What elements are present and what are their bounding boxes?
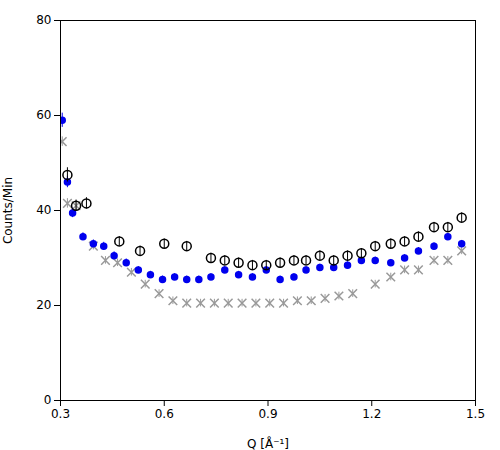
svg-text:0.6: 0.6 [155, 407, 174, 421]
svg-text:Q [Å⁻¹]: Q [Å⁻¹] [247, 436, 289, 450]
svg-text:0.3: 0.3 [51, 407, 70, 421]
svg-text:40: 40 [36, 203, 51, 217]
svg-text:1.2: 1.2 [362, 407, 381, 421]
svg-text:0.9: 0.9 [258, 407, 277, 421]
svg-text:1.5: 1.5 [466, 407, 485, 421]
svg-text:20: 20 [36, 298, 51, 312]
svg-text:60: 60 [36, 108, 51, 122]
svg-text:0: 0 [44, 393, 52, 407]
svg-text:Counts/Min: Counts/Min [1, 177, 15, 244]
svg-text:80: 80 [36, 13, 51, 27]
